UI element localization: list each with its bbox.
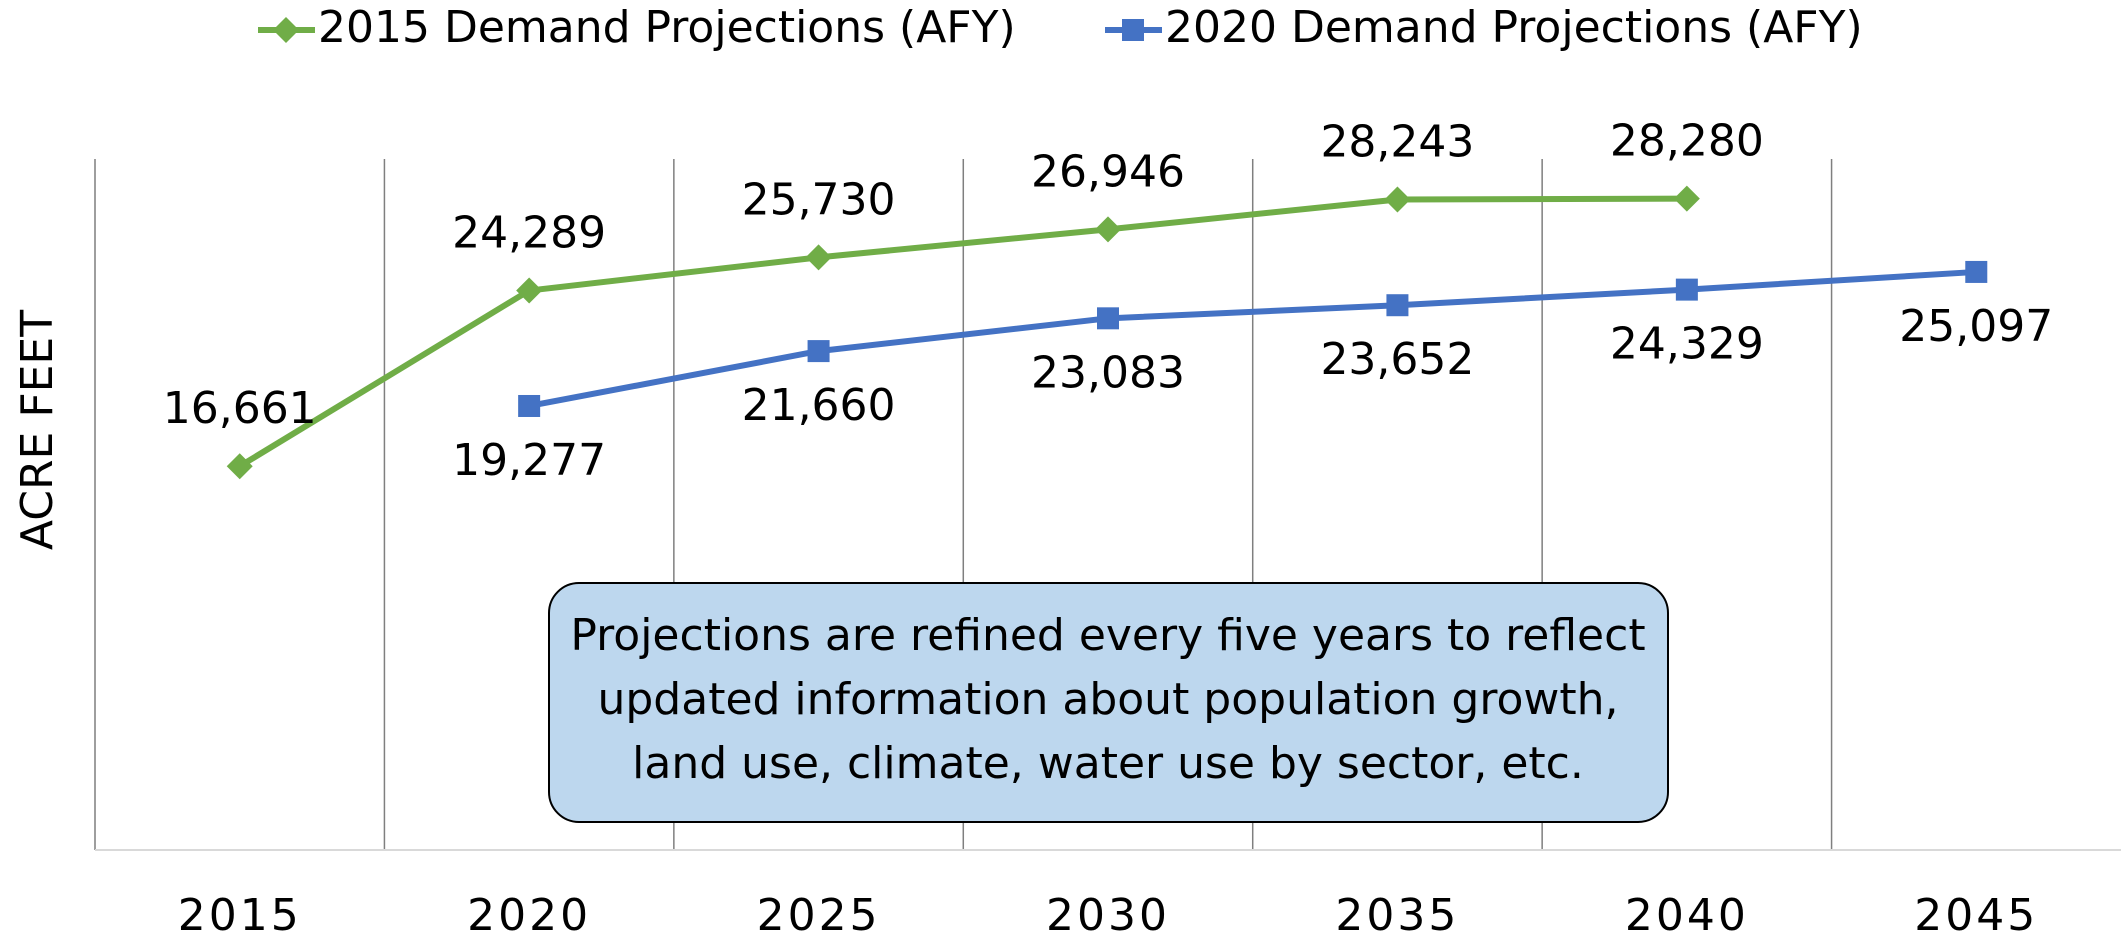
point-marker [1097,307,1119,330]
data-label: 23,652 [1320,334,1474,385]
point-marker [1675,278,1698,301]
series-line [238,195,1687,469]
data-label: 23,083 [1031,347,1185,398]
x-tick-label: 2030 [1046,890,1170,939]
data-label: 21,660 [742,380,896,431]
point-marker [1965,260,1988,283]
x-tick-label: 2025 [757,890,881,939]
data-label: 24,289 [452,208,606,259]
annotation-text: land use, climate, water use by sector, … [632,738,1584,789]
legend-marker [1122,19,1144,41]
data-label: 19,277 [452,435,606,486]
data-label: 16,661 [163,383,317,434]
annotation-box [548,582,1669,823]
annotation-text: updated information about population gro… [597,674,1618,725]
point-marker [226,453,253,480]
point-marker [1384,186,1411,213]
data-label: 28,280 [1610,116,1764,167]
x-tick-label: 2020 [467,890,591,939]
legend-label: 2020 Demand Projections (AFY) [1165,2,1863,53]
point-marker [807,340,830,363]
point-marker [516,277,543,304]
point-marker [805,244,832,271]
data-label: 25,730 [742,174,896,225]
legend-label: 2015 Demand Projections (AFY) [318,2,1016,53]
point-marker [1095,216,1121,243]
point-marker [1673,185,1700,212]
x-tick-label: 2045 [1914,890,2038,939]
point-marker [1386,294,1409,317]
annotation-text: Projections are refined every five years… [570,610,1645,661]
data-label: 26,946 [1031,146,1185,197]
point-marker [518,394,541,417]
data-label: 24,329 [1610,319,1764,370]
data-label: 25,097 [1899,301,2053,352]
legend-marker [273,17,299,43]
y-axis-label: ACRE FEET [12,310,63,550]
x-tick-label: 2040 [1625,890,1749,939]
x-tick-label: 2035 [1335,890,1459,939]
data-label: 28,243 [1320,116,1474,167]
x-tick-label: 2015 [178,890,302,939]
series-line [528,268,1977,409]
